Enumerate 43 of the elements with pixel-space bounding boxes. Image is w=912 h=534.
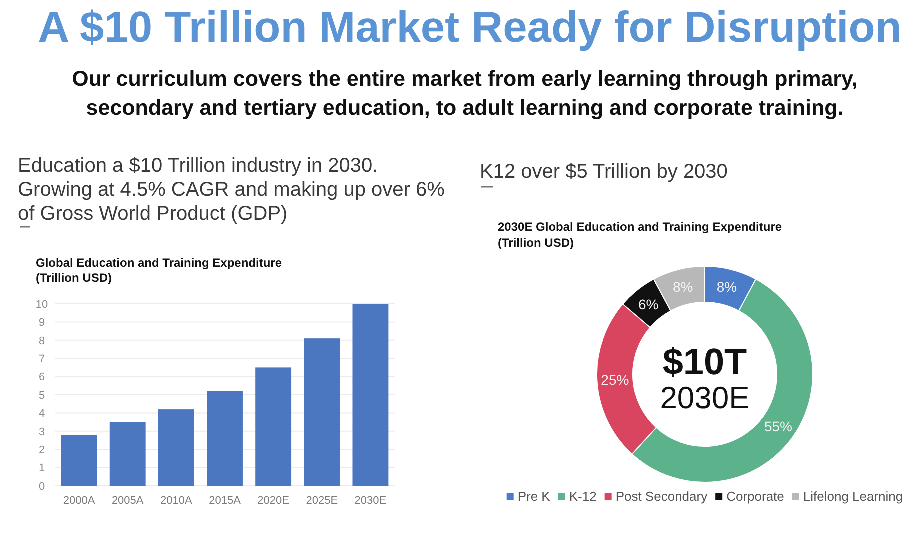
chart-subtitle: Global Education and Training Expenditure (Trillion USD): [36, 256, 282, 285]
legend-label: Pre K: [518, 489, 551, 504]
y-tick-label: 4: [38, 408, 46, 420]
bar: [256, 368, 292, 486]
bar: [158, 410, 194, 486]
text: Our curriculum covers the entire market from early learning through primary, secondary and tertiary education, to adult learning and corporate training.: [72, 67, 858, 120]
data-label: 55%: [764, 418, 792, 434]
text: $10T: [662, 342, 748, 382]
data-label: 8%: [716, 279, 738, 296]
y-tick-label: 6: [38, 372, 46, 384]
legend-label: Corporate: [726, 489, 784, 504]
y-tick-label: 3: [38, 426, 46, 438]
y-tick-label: 1: [38, 462, 46, 475]
x-tick-label: 2010A: [160, 495, 193, 507]
chart-title: K12 over $5 Trillion by 2030: [480, 161, 728, 183]
y-tick-label: 8: [38, 335, 46, 348]
chart-title: Education a $10 Trillion industry in 2030. Growing at 4.5% CAGR and making up over 6% of Gross World Product (GDP): [18, 155, 446, 225]
y-tick-label: 5: [38, 390, 46, 402]
y-tick-label: 10: [36, 298, 48, 311]
y-tick-label: 7: [38, 353, 46, 366]
data-label: 6%: [638, 296, 659, 312]
bar: [61, 435, 98, 486]
x-tick-label: 2000A: [63, 495, 96, 507]
data-label: 25%: [601, 372, 630, 388]
bar: [304, 338, 340, 486]
x-tick-label: 2025E: [306, 495, 338, 507]
chart-subtitle: 2030E Global Education and Training Expenditure (Trillion USD): [498, 220, 782, 250]
x-tick-label: 2015A: [209, 495, 242, 507]
x-tick-label: 2005A: [112, 495, 144, 507]
x-tick-label: 2020E: [258, 495, 290, 507]
text: A $10 Trillion Market Ready for Disruption: [38, 4, 902, 52]
y-tick-label: 2: [38, 444, 46, 456]
text: 2030E: [660, 380, 750, 416]
bar: [207, 391, 243, 486]
bar: [110, 422, 146, 486]
legend-label: Lifelong Learning: [803, 489, 904, 504]
x-tick-label: 2030E: [354, 495, 387, 507]
bar: [352, 304, 389, 486]
legend-label: K-12: [569, 489, 597, 504]
data-label: 8%: [672, 279, 694, 296]
legend-label: Post Secondary: [616, 489, 708, 504]
y-tick-label: 9: [38, 317, 46, 330]
y-tick-label: 0: [38, 480, 46, 493]
